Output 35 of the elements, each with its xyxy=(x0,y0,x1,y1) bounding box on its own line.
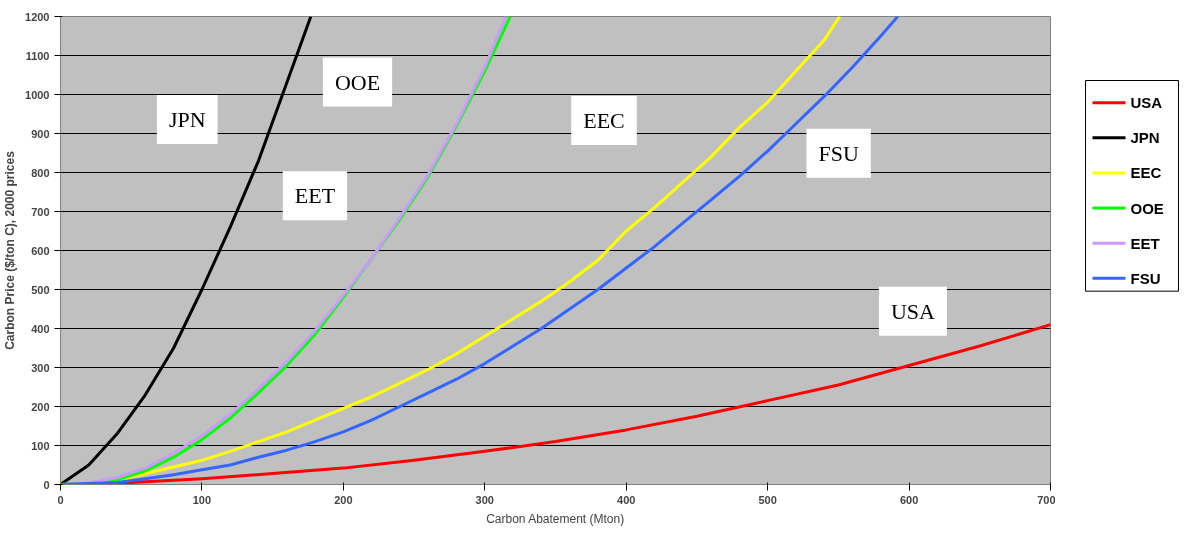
x-tick-label: 200 xyxy=(334,493,353,506)
y-tick-label: 400 xyxy=(31,322,50,335)
x-tick-label: 400 xyxy=(617,493,636,506)
annotation: FSU xyxy=(818,140,859,166)
y-tick-label: 600 xyxy=(31,244,50,257)
y-tick-label: 300 xyxy=(31,361,50,374)
annotation: JPN xyxy=(168,106,206,132)
legend-label: FSU xyxy=(1130,269,1161,287)
y-tick-label: 800 xyxy=(31,166,50,179)
y-tick-label: 900 xyxy=(31,127,50,140)
y-tick-label: 700 xyxy=(31,205,50,218)
y-tick-label: 1000 xyxy=(25,88,50,101)
y-tick-label: 0 xyxy=(43,478,50,491)
x-tick-label: 100 xyxy=(192,493,212,506)
x-tick-label: 600 xyxy=(899,493,919,506)
annotation: OOE xyxy=(334,69,381,95)
x-tick-label: 700 xyxy=(1037,493,1056,506)
x-axis-title: Carbon Abatement (Mton) xyxy=(486,511,625,526)
annotation: USA xyxy=(890,298,936,324)
y-axis-title: Carbon Price ($/ton C), 2000 prices xyxy=(3,150,18,350)
y-tick-label: 200 xyxy=(31,400,50,413)
annotation: EET xyxy=(294,183,336,209)
legend-label: USA xyxy=(1130,94,1163,112)
x-tick-label: 0 xyxy=(57,493,64,506)
y-tick-label: 1100 xyxy=(25,49,50,62)
x-tick-label: 500 xyxy=(758,493,777,506)
y-tick-label: 500 xyxy=(31,283,50,296)
annotation: EEC xyxy=(583,107,625,133)
legend-label: JPN xyxy=(1130,129,1160,147)
y-tick-label: 100 xyxy=(31,439,50,452)
y-tick-label: 1200 xyxy=(25,10,50,23)
legend-label: EEC xyxy=(1130,164,1162,182)
legend-label: OOE xyxy=(1130,199,1164,217)
legend-label: EET xyxy=(1130,234,1160,252)
x-tick-label: 300 xyxy=(475,493,494,506)
